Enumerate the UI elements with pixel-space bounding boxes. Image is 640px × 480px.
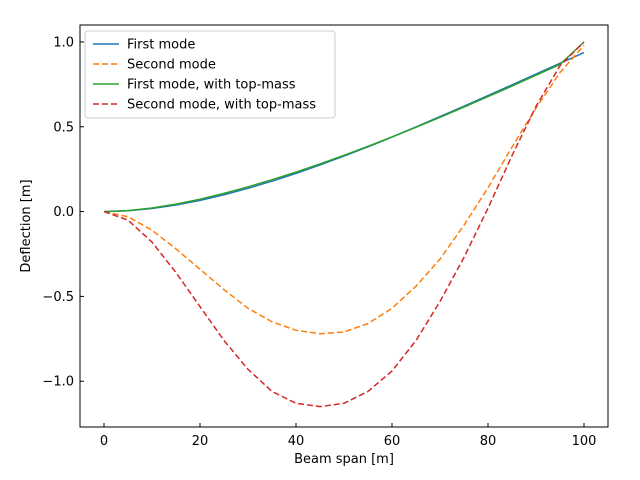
x-axis-label: Beam span [m] [294, 452, 394, 467]
legend-label: First mode [127, 38, 195, 53]
x-tick-label: 80 [480, 434, 497, 449]
x-tick-label: 100 [572, 434, 597, 449]
x-tick-label: 40 [288, 434, 305, 449]
y-tick-label: −0.5 [42, 290, 74, 305]
series-line-3 [103, 41, 585, 213]
series-line-2 [103, 44, 585, 335]
series-line-4 [103, 41, 585, 408]
legend-label: Second mode, with top-mass [127, 98, 316, 113]
y-tick-label: 0.5 [53, 120, 74, 135]
plot-lines [103, 41, 585, 408]
x-tick-label: 20 [192, 434, 209, 449]
y-axis-label: Deflection [m] [19, 179, 34, 272]
y-tick-label: 0.0 [53, 205, 74, 220]
legend-box [84, 30, 336, 119]
y-tick-label: −1.0 [42, 375, 74, 390]
x-tick-label: 0 [100, 434, 108, 449]
legend: First mode Second mode First mode, with to… [84, 30, 336, 119]
axis-ticks: 0 20 40 60 80 100 1.0 0.5 0.0 −0.5 −1.0 [42, 35, 596, 449]
y-tick-label: 1.0 [53, 35, 74, 50]
plot-frame [79, 24, 609, 428]
legend-label: Second mode [127, 58, 216, 73]
legend-label: First mode, with top-mass [127, 78, 296, 93]
x-tick-label: 60 [384, 434, 401, 449]
series-line-1 [103, 51, 585, 213]
